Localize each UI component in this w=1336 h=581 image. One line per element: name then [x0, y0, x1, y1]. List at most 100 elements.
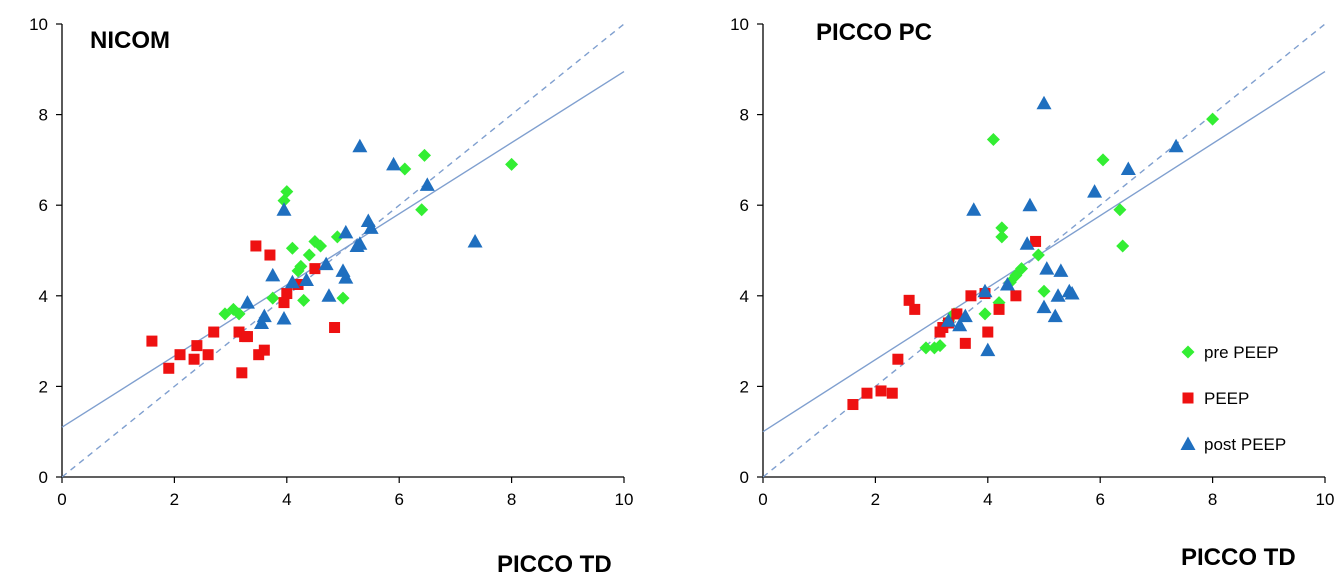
data-point-square	[965, 290, 977, 302]
data-point-triangle	[999, 276, 1015, 291]
data-point-triangle	[940, 313, 956, 327]
data-point-triangle	[276, 202, 292, 216]
data-point-square	[258, 344, 270, 356]
x-tick-label: 0	[758, 490, 767, 509]
data-point-diamond	[1031, 248, 1045, 262]
regression-line	[61, 70, 625, 428]
data-point-triangle	[265, 267, 281, 282]
x-tick-label: 4	[282, 490, 291, 509]
data-point-square	[903, 294, 915, 306]
data-point-triangle	[239, 295, 255, 309]
data-point-square	[202, 349, 214, 361]
x-tick-label: 8	[1208, 490, 1217, 509]
data-point-diamond	[995, 230, 1009, 244]
data-point-diamond	[297, 293, 311, 307]
data-point-square	[250, 240, 262, 252]
data-point-square	[281, 288, 293, 300]
data-point-triangle	[352, 138, 368, 153]
data-point-triangle	[276, 310, 292, 325]
legend: pre PEEP PEEP post PEEP	[1180, 343, 1286, 454]
x-tick-label: 6	[1095, 490, 1104, 509]
data-point-square	[264, 249, 276, 261]
data-point-square	[208, 326, 220, 338]
y-tick-label: 0	[740, 468, 749, 487]
data-point-diamond	[1206, 112, 1220, 126]
y-tick-label: 2	[740, 377, 749, 396]
data-point-triangle	[1120, 161, 1136, 175]
y-tick-label: 10	[29, 15, 48, 34]
legend-marker-diamond	[1181, 345, 1195, 359]
data-point-square	[937, 322, 949, 334]
data-point-triangle	[352, 236, 368, 250]
data-point-square	[982, 326, 994, 338]
data-point-diamond	[919, 341, 933, 355]
data-point-triangle	[1019, 236, 1035, 250]
data-point-triangle	[1087, 184, 1103, 198]
data-point-square	[278, 297, 290, 309]
data-point-triangle	[386, 156, 402, 171]
data-point-square	[241, 331, 253, 343]
data-point-square	[1030, 235, 1042, 247]
data-point-diamond	[280, 185, 294, 199]
legend-label: pre PEEP	[1204, 343, 1279, 362]
data-point-diamond	[986, 133, 1000, 147]
x-tick-label: 2	[170, 490, 179, 509]
chart-title: PICCO PC	[816, 19, 932, 46]
data-point-square	[329, 322, 341, 334]
data-point-triangle	[1168, 138, 1184, 153]
data-point-triangle	[957, 308, 973, 323]
data-point-diamond	[398, 162, 412, 176]
y-tick-label: 2	[39, 377, 48, 396]
x-tick-label: 10	[615, 490, 634, 509]
data-point-diamond	[336, 291, 350, 305]
data-point-diamond	[995, 221, 1009, 235]
data-point-triangle	[966, 202, 982, 216]
legend-marker-triangle	[1180, 436, 1196, 450]
y-tick-label: 10	[730, 15, 749, 34]
legend-marker-square	[1182, 392, 1194, 404]
data-point-diamond	[266, 291, 280, 305]
data-point-square	[951, 308, 963, 320]
data-point-triangle	[318, 256, 334, 271]
x-tick-label: 6	[394, 490, 403, 509]
data-point-triangle	[256, 308, 272, 323]
data-point-triangle	[1050, 288, 1066, 302]
data-point-diamond	[330, 230, 344, 244]
data-point-triangle	[419, 177, 435, 191]
x-tick-label: 2	[871, 490, 880, 509]
data-point-triangle	[467, 233, 483, 248]
data-point-diamond	[978, 307, 992, 321]
y-tick-label: 6	[39, 196, 48, 215]
data-point-diamond	[1113, 203, 1127, 217]
data-point-triangle	[254, 315, 270, 329]
y-tick-label: 8	[39, 106, 48, 125]
data-point-diamond	[314, 239, 328, 253]
data-point-square	[909, 303, 921, 315]
chart-panel-picco-pc: PICCO PC PICCO TD 0 2 4 6 8 10 0 2 4 6 8 10 pre PEEP…	[730, 15, 1334, 571]
data-point-diamond	[294, 259, 308, 273]
data-point-triangle	[1053, 263, 1069, 277]
data-point-square	[163, 362, 175, 374]
x-tick-label: 10	[1316, 490, 1335, 509]
data-point-triangle	[284, 274, 300, 289]
data-point-triangle	[1064, 286, 1080, 300]
y-tick-label: 4	[39, 287, 48, 306]
data-point-square	[309, 263, 321, 275]
data-point-triangle	[298, 272, 314, 286]
y-tick-label: 6	[740, 196, 749, 215]
data-point-square	[1010, 290, 1022, 302]
data-point-square	[886, 387, 898, 399]
identity-line	[61, 23, 625, 478]
identity-line	[762, 23, 1326, 478]
x-tick-label: 8	[507, 490, 516, 509]
data-point-diamond	[1096, 153, 1110, 167]
legend-label: post PEEP	[1204, 435, 1286, 454]
data-point-diamond	[1015, 262, 1029, 276]
data-point-triangle	[1047, 308, 1063, 323]
data-point-square	[146, 335, 158, 347]
data-point-square	[993, 303, 1005, 315]
x-tick-label: 0	[57, 490, 66, 509]
data-point-square	[236, 367, 248, 379]
x-axis-label: PICCO TD	[497, 551, 612, 576]
